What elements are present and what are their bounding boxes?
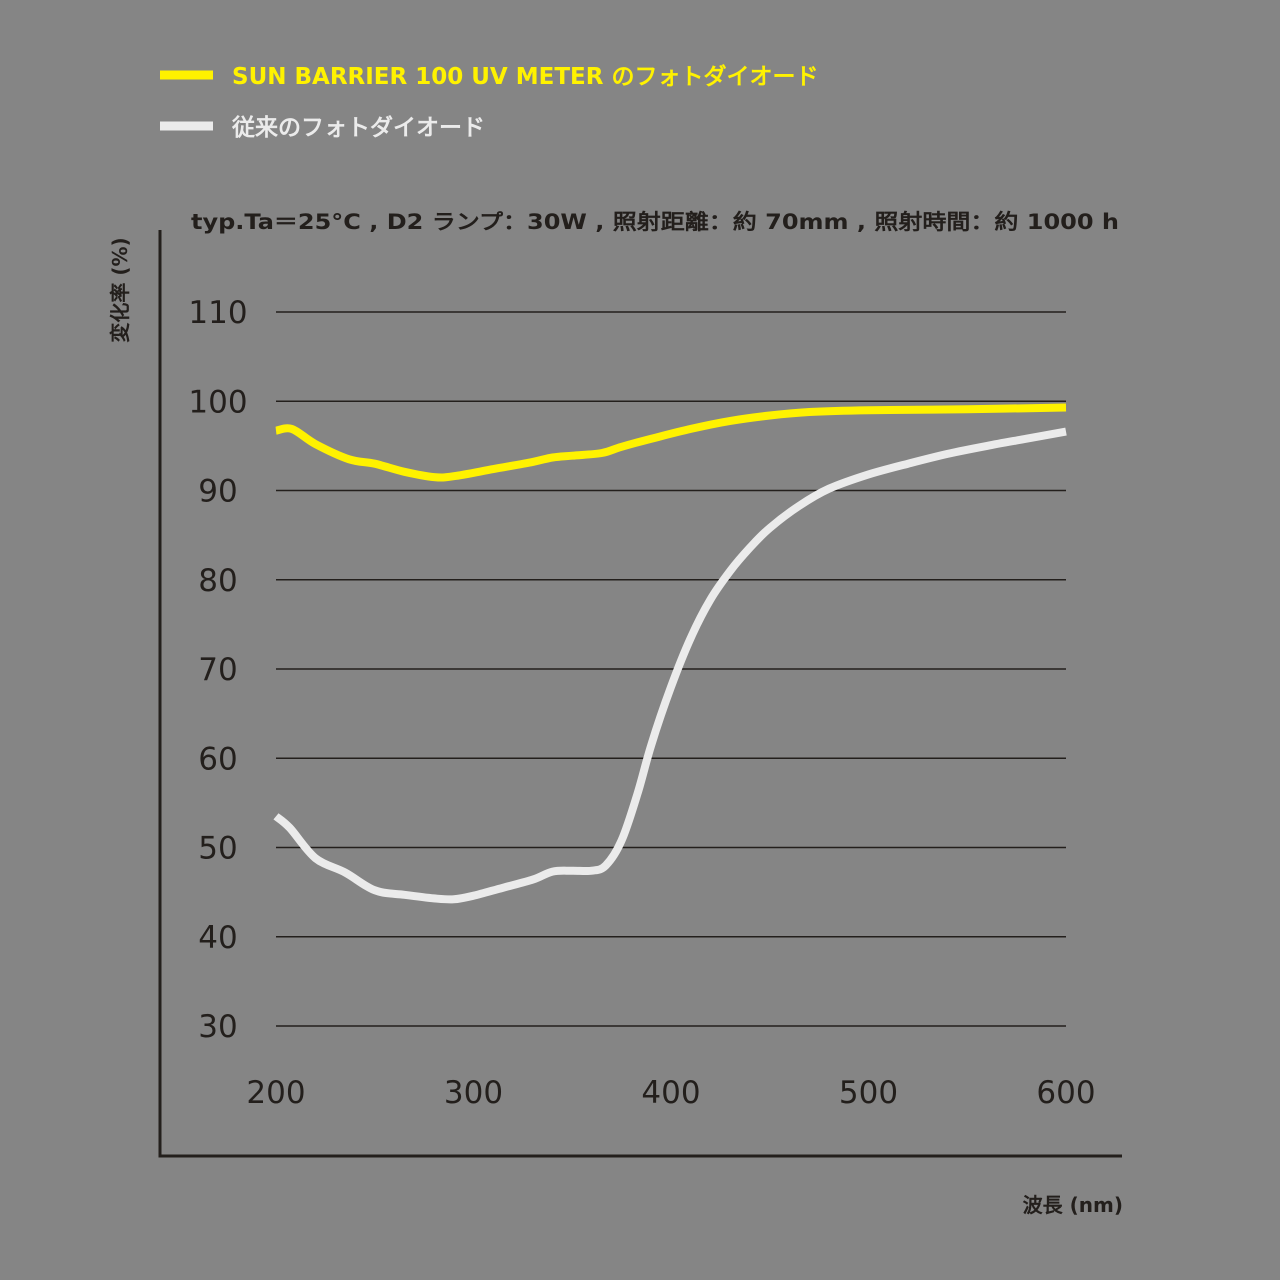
y-tick-label: 110 <box>188 295 247 331</box>
y-tick-label: 30 <box>198 1009 237 1045</box>
x-tick-label: 200 <box>246 1075 305 1111</box>
y-tick-label: 100 <box>188 384 247 420</box>
legend-label-sun-barrier: SUN BARRIER 100 UV METER のフォトダイオード <box>232 63 818 90</box>
x-tick-label: 300 <box>444 1075 503 1111</box>
legend-label-conventional: 従来のフォトダイオード <box>231 114 485 141</box>
gridlines <box>276 311 1066 1027</box>
y-tick-label: 40 <box>198 920 237 956</box>
y-tick-label: 80 <box>198 563 237 599</box>
x-tick-label: 400 <box>641 1075 700 1111</box>
series-line-conventional <box>273 427 1067 904</box>
x-axis-title: 波長 (nm) <box>1023 1193 1123 1217</box>
x-tick-label: 600 <box>1036 1075 1095 1111</box>
y-axis-title: 変化率 (%) <box>108 237 132 342</box>
x-tick-labels: 200 300 400 500 600 <box>246 1075 1095 1111</box>
y-tick-label: 70 <box>198 652 237 688</box>
series-lines <box>273 403 1067 904</box>
y-tick-label: 50 <box>198 831 237 867</box>
series-line-sun-barrier <box>275 403 1067 482</box>
legend: SUN BARRIER 100 UV METER のフォトダイオード 従来のフォ… <box>160 63 818 141</box>
x-tick-label: 500 <box>839 1075 898 1111</box>
chart-title: typ.Ta＝25°C , D2 ランプ：30W , 照射距離：約 70mm ,… <box>191 210 1119 234</box>
y-tick-label: 90 <box>198 474 237 510</box>
y-tick-label: 60 <box>198 741 237 777</box>
y-tick-labels: 110 100 90 80 70 60 50 40 30 <box>188 295 247 1045</box>
